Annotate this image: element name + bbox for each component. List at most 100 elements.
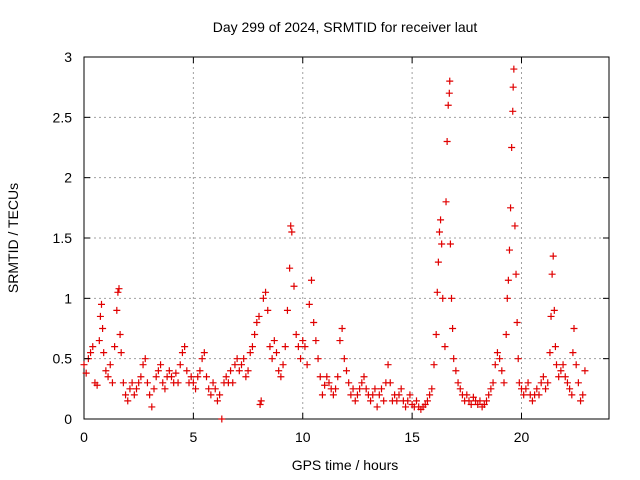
data-point xyxy=(491,361,499,369)
data-point xyxy=(406,391,414,399)
data-point xyxy=(161,385,169,393)
data-point xyxy=(211,385,219,393)
data-point xyxy=(181,343,189,351)
data-point xyxy=(172,369,180,377)
data-point xyxy=(297,355,305,363)
data-point xyxy=(474,401,482,409)
data-point xyxy=(299,337,307,345)
data-point xyxy=(537,379,545,387)
data-point xyxy=(533,385,541,393)
chart-title: Day 299 of 2024, SRMTID for receiver lau… xyxy=(213,19,478,35)
data-point xyxy=(413,397,420,405)
data-point xyxy=(305,300,313,308)
data-point xyxy=(316,373,324,381)
data-point xyxy=(467,401,475,409)
data-point xyxy=(227,367,235,375)
data-point xyxy=(500,379,508,387)
data-point xyxy=(349,385,357,393)
data-point xyxy=(437,216,445,224)
data-point xyxy=(187,373,195,381)
data-point xyxy=(557,367,565,375)
data-point xyxy=(510,65,518,73)
data-point xyxy=(323,373,331,381)
data-point xyxy=(253,318,261,326)
data-point xyxy=(303,361,311,369)
data-point xyxy=(513,318,521,326)
data-point xyxy=(469,393,477,401)
data-point xyxy=(124,397,132,405)
data-point xyxy=(430,361,438,369)
data-point xyxy=(528,397,536,405)
data-point xyxy=(209,379,217,387)
data-point xyxy=(360,373,368,381)
data-point xyxy=(443,137,451,145)
data-point xyxy=(122,391,130,399)
data-point xyxy=(108,379,116,387)
data-point xyxy=(283,306,291,314)
data-point xyxy=(338,325,346,332)
data-point xyxy=(439,294,447,302)
data-point xyxy=(189,379,197,387)
data-point xyxy=(522,385,530,393)
data-point xyxy=(508,144,516,151)
data-point xyxy=(310,318,318,326)
data-point xyxy=(358,379,366,387)
data-point xyxy=(428,385,436,393)
data-point xyxy=(512,270,520,278)
x-tick-label: 0 xyxy=(80,429,88,445)
data-point xyxy=(542,385,550,393)
data-point xyxy=(449,325,457,332)
data-point xyxy=(555,373,563,381)
data-point xyxy=(371,385,379,393)
data-point xyxy=(87,349,95,357)
data-point xyxy=(100,349,108,357)
x-tick-label: 5 xyxy=(189,429,197,445)
data-point xyxy=(203,373,210,381)
data-point xyxy=(248,343,256,351)
data-point xyxy=(207,391,215,399)
data-point xyxy=(442,198,450,206)
data-point xyxy=(581,367,589,375)
y-tick-label: 3 xyxy=(64,49,72,65)
data-point xyxy=(456,385,464,393)
data-point xyxy=(369,391,377,399)
data-point xyxy=(194,373,202,381)
data-point xyxy=(139,361,147,369)
data-point xyxy=(511,222,519,230)
data-point xyxy=(386,379,394,387)
data-point xyxy=(448,294,455,302)
data-point xyxy=(290,282,298,290)
data-point xyxy=(98,300,105,308)
data-point xyxy=(362,385,370,393)
data-point xyxy=(233,355,241,363)
y-tick-label: 1 xyxy=(64,290,72,306)
data-point xyxy=(273,349,280,357)
data-point xyxy=(336,337,344,345)
data-point xyxy=(548,270,556,278)
data-point xyxy=(137,373,145,381)
data-point xyxy=(288,228,296,236)
data-point xyxy=(402,403,410,411)
data-point xyxy=(404,397,412,405)
data-point xyxy=(535,391,543,399)
data-point xyxy=(373,403,381,411)
data-point xyxy=(154,367,162,375)
data-point xyxy=(476,397,484,405)
data-point xyxy=(509,83,517,91)
data-point xyxy=(141,355,149,363)
data-point xyxy=(577,397,585,405)
data-point xyxy=(483,397,490,405)
x-axis-label: GPS time / hours xyxy=(292,457,399,473)
data-point xyxy=(287,222,295,230)
data-point xyxy=(444,101,452,109)
y-axis-label: SRMTID / TECUs xyxy=(5,183,21,293)
data-point xyxy=(507,204,515,212)
data-point xyxy=(435,228,443,236)
x-tick-label: 20 xyxy=(514,429,530,445)
data-point xyxy=(551,343,559,351)
data-point xyxy=(251,331,259,339)
data-point xyxy=(520,391,528,399)
data-point xyxy=(262,288,270,296)
data-point xyxy=(572,361,580,369)
data-point xyxy=(351,397,359,405)
